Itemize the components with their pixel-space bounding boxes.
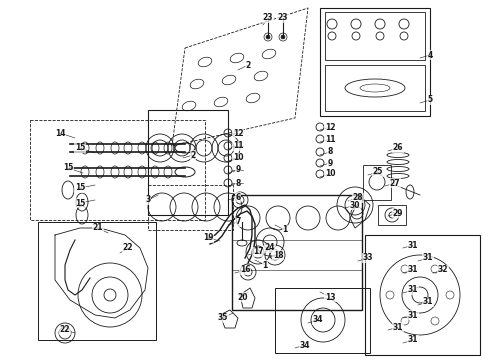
Text: 30: 30 (350, 201, 360, 210)
Circle shape (281, 35, 285, 39)
Text: 32: 32 (438, 266, 448, 274)
Text: 15: 15 (75, 184, 85, 193)
Text: 23: 23 (278, 13, 288, 22)
Text: 6: 6 (235, 193, 241, 202)
Text: 18: 18 (273, 251, 283, 260)
Text: 10: 10 (325, 170, 335, 179)
Text: 31: 31 (408, 266, 418, 274)
Text: 20: 20 (238, 292, 248, 302)
Text: 13: 13 (325, 292, 335, 302)
Text: 31: 31 (408, 285, 418, 294)
Bar (30, 120, 205, 220)
Text: 2: 2 (191, 150, 196, 159)
Text: 16: 16 (240, 266, 250, 274)
Text: 15: 15 (75, 198, 85, 207)
Text: 27: 27 (390, 179, 400, 188)
Text: 5: 5 (427, 95, 433, 104)
Text: 9: 9 (235, 166, 241, 175)
Circle shape (266, 35, 270, 39)
Text: 9: 9 (327, 158, 333, 167)
Bar (325, 65, 425, 111)
Text: 11: 11 (233, 141, 243, 150)
Bar (365, 235, 480, 355)
Text: 31: 31 (408, 336, 418, 345)
Bar (232, 195, 362, 310)
Text: 2: 2 (245, 60, 250, 69)
Text: 8: 8 (327, 148, 333, 157)
Text: 15: 15 (63, 163, 73, 172)
Text: 35: 35 (218, 314, 228, 323)
Bar (275, 288, 370, 353)
Text: 22: 22 (123, 243, 133, 252)
Text: 14: 14 (55, 129, 65, 138)
Text: 33: 33 (363, 253, 373, 262)
Text: 10: 10 (233, 153, 243, 162)
Text: 29: 29 (393, 208, 403, 217)
Bar (363, 165, 391, 200)
Text: 34: 34 (300, 341, 310, 350)
Text: 31: 31 (393, 323, 403, 332)
Bar (38, 222, 156, 340)
Text: 23: 23 (263, 13, 273, 22)
Text: 31: 31 (408, 310, 418, 320)
Text: 1: 1 (282, 225, 288, 234)
Text: 17: 17 (253, 248, 263, 256)
Text: 3: 3 (146, 195, 150, 204)
Text: 12: 12 (325, 122, 335, 131)
Text: 1: 1 (262, 261, 268, 270)
Text: 19: 19 (203, 234, 213, 243)
Text: 26: 26 (393, 144, 403, 153)
Text: 11: 11 (325, 135, 335, 144)
Text: 12: 12 (233, 129, 243, 138)
Text: 22: 22 (60, 325, 70, 334)
Bar (325, 12, 425, 60)
Text: 21: 21 (93, 224, 103, 233)
Text: 25: 25 (373, 167, 383, 176)
Text: 31: 31 (423, 297, 433, 306)
Text: 15: 15 (75, 144, 85, 153)
Text: 31: 31 (408, 240, 418, 249)
Text: 31: 31 (423, 253, 433, 262)
Text: 24: 24 (265, 243, 275, 252)
Text: 8: 8 (235, 179, 241, 188)
Text: 4: 4 (427, 50, 433, 59)
Text: 28: 28 (353, 194, 363, 202)
Bar (378, 205, 406, 225)
Bar (320, 8, 430, 116)
Text: 7: 7 (235, 217, 241, 226)
Text: 34: 34 (313, 315, 323, 324)
